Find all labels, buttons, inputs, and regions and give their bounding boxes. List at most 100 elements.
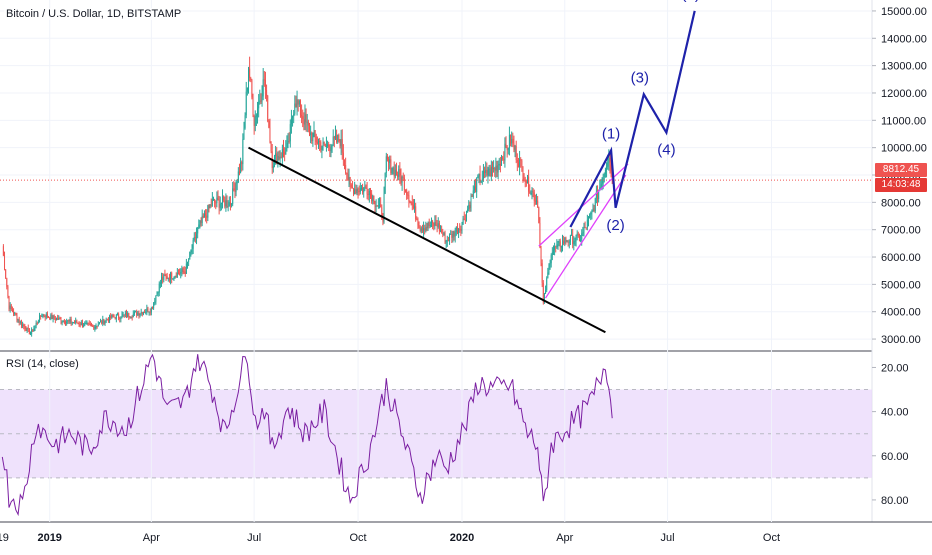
candle-body xyxy=(181,268,183,272)
candle-body xyxy=(145,311,147,313)
candle-body xyxy=(537,200,539,208)
candle-body xyxy=(290,118,292,125)
candle-body xyxy=(151,308,153,310)
candle-body xyxy=(78,323,80,325)
candle-body xyxy=(427,222,429,228)
candle-body xyxy=(453,231,455,237)
candle-body xyxy=(318,141,320,144)
candle-body xyxy=(286,142,288,148)
rsi-axis-label: 80.00 xyxy=(881,495,909,507)
candle-body xyxy=(467,209,469,212)
candle-body xyxy=(521,160,523,167)
candle-body xyxy=(72,322,74,324)
candle-body xyxy=(255,115,257,117)
candle-body xyxy=(58,318,60,320)
candle-body xyxy=(338,135,340,141)
elliott-wave-path xyxy=(569,10,696,228)
candle-body xyxy=(358,191,360,193)
candle-body xyxy=(63,320,65,323)
candle-body xyxy=(477,176,479,178)
candle-body xyxy=(445,240,447,243)
candle-body xyxy=(65,322,67,324)
candle-body xyxy=(573,240,575,245)
candle-body xyxy=(197,227,199,234)
candle-body xyxy=(536,200,538,202)
candle-body xyxy=(312,132,314,141)
candle-body xyxy=(44,316,46,318)
candle-body xyxy=(59,318,61,320)
candle-body xyxy=(451,233,453,238)
candle-body xyxy=(549,263,551,265)
candle-body xyxy=(250,78,252,81)
candle-body xyxy=(71,322,73,324)
candle-body xyxy=(332,136,334,146)
candle-body xyxy=(578,235,580,242)
candle-body xyxy=(141,311,143,315)
candle-body xyxy=(157,292,159,294)
candle-body xyxy=(48,317,50,319)
candle-body xyxy=(132,313,134,318)
candle-body xyxy=(289,124,291,142)
candle-body xyxy=(251,80,253,98)
candle-body xyxy=(97,324,99,327)
candle-body xyxy=(75,320,77,323)
candle-body xyxy=(74,322,76,324)
candle-body xyxy=(28,328,30,335)
candle-body xyxy=(324,143,326,147)
candle-body xyxy=(184,271,186,274)
wedge-line xyxy=(545,174,627,299)
candle-body xyxy=(135,311,137,313)
candle-body xyxy=(139,313,141,316)
candle-body xyxy=(437,223,439,227)
candle-body xyxy=(533,192,535,201)
candle-body xyxy=(498,163,500,166)
candle-body xyxy=(558,241,560,243)
candle-body xyxy=(476,177,478,193)
candle-body xyxy=(105,319,107,322)
candle-body xyxy=(261,96,263,102)
candle-body xyxy=(32,329,34,332)
candle-body xyxy=(140,311,142,314)
candle-body xyxy=(366,188,368,194)
candle-body xyxy=(236,181,238,184)
candle-body xyxy=(334,135,336,139)
candle-body xyxy=(327,144,329,147)
candle-body xyxy=(543,293,545,303)
candle-body xyxy=(136,311,138,316)
candle-body xyxy=(469,204,471,209)
candle-body xyxy=(128,313,130,317)
wave-label: (5) xyxy=(681,0,699,3)
candle-body xyxy=(321,147,323,150)
candle-body xyxy=(208,205,210,209)
candle-body xyxy=(252,97,254,117)
candle-body xyxy=(133,311,135,314)
price-axis-label: 13000.00 xyxy=(881,61,927,73)
candle-body xyxy=(207,205,209,218)
candle-body xyxy=(559,241,561,247)
candle-body xyxy=(405,189,407,191)
candle-body xyxy=(560,246,562,248)
candle-body xyxy=(390,159,392,174)
candle-body xyxy=(185,263,187,274)
candle-body xyxy=(193,237,195,241)
candle-body xyxy=(393,167,395,177)
candle-body xyxy=(60,319,62,323)
candle-body xyxy=(313,130,315,133)
candle-body xyxy=(478,173,480,177)
candle-body xyxy=(484,170,486,174)
candle-body xyxy=(507,147,509,151)
candle-body xyxy=(400,175,402,183)
candle-body xyxy=(416,219,418,221)
candle-body xyxy=(209,204,211,209)
candle-body xyxy=(460,228,462,231)
time-axis-label: Apr xyxy=(143,532,160,544)
candle-body xyxy=(471,195,473,197)
candle-body xyxy=(280,156,282,158)
candle-body xyxy=(238,171,240,174)
candle-body xyxy=(245,91,247,116)
candle-body xyxy=(532,190,534,193)
candle-body xyxy=(123,314,125,316)
candle-body xyxy=(368,190,370,196)
candle-body xyxy=(524,180,526,182)
